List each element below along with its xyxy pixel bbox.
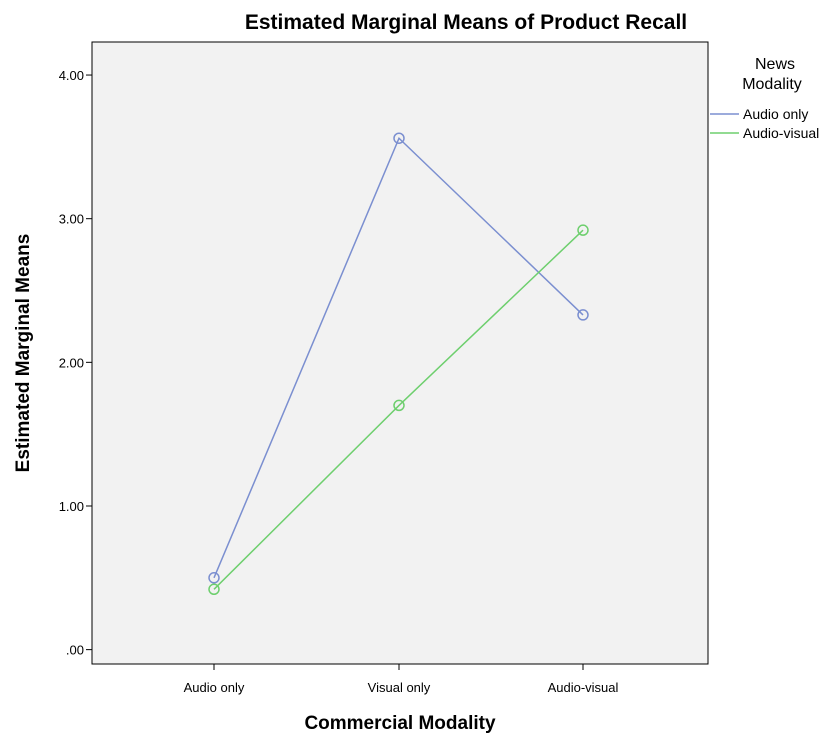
series-1-point-3 [577,309,589,321]
legend-label-2: Audio-visual [743,125,819,141]
x-tick-label: Audio-visual [548,680,619,695]
series-layer [208,132,589,596]
y-axis: .00 1.00 2.00 3.00 4.00 [59,68,92,658]
y-tick-label: 1.00 [59,499,84,514]
series-line-2 [213,229,584,590]
plot-area [91,41,709,665]
series-1-point-1 [208,572,220,584]
x-tick-label: Audio only [184,680,245,695]
chart-title: Estimated Marginal Means of Product Reca… [245,11,687,34]
y-axis-title: Estimated Marginal Means [13,234,34,473]
legend: News Modality Audio only Audio-visual [710,56,819,141]
legend-title-line-2: Modality [742,76,802,93]
y-tick-label: 2.00 [59,355,84,370]
legend-entries: Audio only Audio-visual [710,106,819,141]
y-tick-label: 4.00 [59,68,84,83]
x-axis: Audio only Visual only Audio-visual [184,664,619,695]
legend-label-1: Audio only [743,106,808,122]
x-tick-label: Visual only [368,680,431,695]
series-2-point-3 [577,224,589,236]
x-axis-title: Commercial Modality [304,713,496,734]
series-2-point-2 [393,399,405,412]
series-1-point-2 [393,132,405,144]
y-tick-label: .00 [66,643,84,658]
series-line-1 [213,136,584,579]
legend-title-line-1: News [755,56,795,73]
series-2-point-1 [208,583,220,596]
y-tick-label: 3.00 [59,212,84,227]
